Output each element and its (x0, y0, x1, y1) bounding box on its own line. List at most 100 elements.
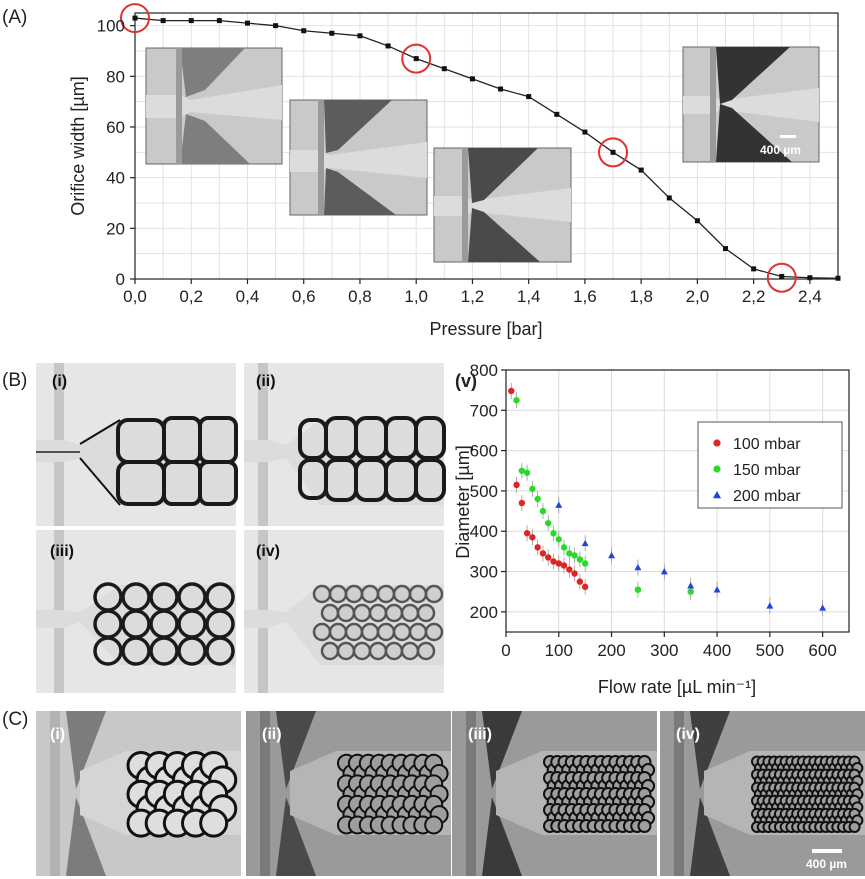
chart-b-point-0 (566, 566, 573, 573)
chart-b-y-tick-label: 400 (470, 522, 498, 541)
chart-b-point-0 (555, 560, 562, 567)
chart-b-y-tick-label: 300 (470, 563, 498, 582)
chart-b-point-1 (539, 507, 547, 515)
chart-a-point (554, 111, 560, 117)
chart-a-x-ticks: 0,0 0,2 0,4 0,6 0,8 1,0 1,2 1,4 1,6 1,8 2,0 2,2 2,4 (123, 279, 822, 306)
chart-a-x-tick-label: 0,6 (292, 287, 316, 306)
inset-image-1 (145, 47, 283, 165)
chart-b-point-1 (566, 550, 573, 557)
chart-b-point-0 (513, 481, 520, 489)
inset-image-2 (289, 99, 428, 216)
droplet-diameter-chart: 0 100 200 300 400 500 600 200 300 400 500 600 700 80… (453, 361, 850, 697)
chart-b-point-1 (550, 530, 557, 537)
chart-b-point-0 (571, 570, 578, 577)
sublabel-b-ii: (ii) (256, 373, 276, 390)
chart-a-x-tick-label: 2,2 (742, 287, 766, 306)
chart-a-y-tick-label: 0 (116, 270, 125, 289)
chart-a-point (582, 129, 588, 135)
chart-b-legend: 100 mbar 150 mbar 200 mbar (697, 421, 843, 509)
chart-a-y-tick-label: 100 (97, 17, 125, 36)
chart-a-y-ticks: 0 20 40 60 80 100 (97, 17, 135, 289)
chart-a-x-tick-label: 0,4 (236, 287, 260, 306)
chart-b-point-0 (534, 544, 541, 551)
chart-a-point (526, 94, 532, 100)
chart-b-point-0 (550, 558, 557, 565)
chart-b-point-1 (529, 485, 536, 493)
chart-a-x-tick-label: 0,0 (123, 287, 147, 306)
chart-a-x-tick-label: 1,8 (629, 287, 653, 306)
chart-b-x-tick-label: 0 (501, 641, 510, 660)
chart-b-point-1 (581, 560, 589, 567)
chart-a-y-tick-label: 40 (106, 169, 125, 188)
chart-b-point-0 (545, 554, 552, 561)
chart-a-x-tick-label: 1,6 (573, 287, 597, 306)
scale-bar-c-label: 400 µm (806, 857, 847, 871)
chart-a-point (273, 23, 279, 29)
chart-a-point (638, 167, 644, 173)
chart-b-point-2 (687, 582, 695, 589)
chart-b-points (508, 382, 827, 616)
chart-b-y-tick-label: 700 (470, 401, 498, 420)
sublabel-b-iv: (iv) (256, 543, 280, 560)
chart-b-point-0 (508, 387, 515, 395)
chart-a-point (610, 149, 616, 155)
chart-a-highlight-circle (598, 137, 629, 168)
chart-b-x-tick-label: 100 (545, 641, 573, 660)
chart-a-line (134, 17, 839, 279)
chart-b-point-1 (545, 519, 552, 527)
chart-a-point (469, 76, 475, 82)
sublabel-c-iii: (iii) (468, 726, 492, 743)
inset-image-4: 400 µm (682, 46, 820, 163)
chart-a-x-tick-label: 1,0 (404, 287, 428, 306)
chart-b-x-tick-label: 500 (756, 641, 784, 660)
chart-b-y-tick-label: 600 (470, 442, 498, 461)
chart-a-point (835, 275, 841, 281)
chart-b-x-tick-label: 200 (597, 641, 625, 660)
chart-a-frame (134, 12, 839, 280)
chart-a-point (694, 218, 700, 224)
chart-a-point (751, 266, 757, 272)
chart-a-y-title: Orifice width [µm] (68, 76, 88, 215)
chart-a-x-tick-label: 0,8 (348, 287, 372, 306)
chart-a-point (779, 273, 785, 279)
chart-a-point (188, 18, 194, 24)
scale-bar-a-label: 400 µm (760, 143, 801, 157)
droplet-image-b-ii: (ii) (244, 363, 446, 526)
chart-b-x-ticks: 0 100 200 300 400 500 600 (501, 632, 837, 660)
chart-b-point-1 (560, 544, 568, 551)
chart-b-point-0 (581, 583, 589, 591)
panel-c-images (36, 711, 865, 876)
chart-b-point-2 (634, 564, 642, 571)
chart-b-x-tick-label: 300 (650, 641, 678, 660)
chart-b-sublabel: (v) (455, 371, 477, 391)
chart-b-point-0 (518, 499, 526, 507)
chart-b-x-tick-label: 400 (703, 641, 731, 660)
chart-a-x-tick-label: 2,4 (798, 287, 822, 306)
legend-marker (713, 491, 721, 499)
chart-b-x-title: Flow rate [µL min⁻¹] (598, 677, 756, 697)
chart-a-point (160, 18, 166, 24)
chart-a-x-tick-label: 0,2 (179, 287, 203, 306)
scale-bar-c (812, 849, 842, 853)
chart-b-point-1 (576, 556, 584, 563)
chart-b-frame (505, 369, 850, 633)
chart-a-point (244, 20, 250, 26)
chart-b-y-tick-label: 200 (470, 603, 498, 622)
scale-bar-a (780, 135, 796, 138)
chart-b-point-2 (581, 539, 589, 547)
orifice-width-chart: 400 µm 0,0 0,2 0,4 0,6 0,8 1,0 1,2 1,4 1,6 1,8 2,0… (68, 3, 841, 339)
chart-a-point (413, 56, 419, 62)
chart-a-highlight-circle (120, 3, 150, 34)
sublabel-c-iv: (iv) (676, 726, 700, 743)
chart-a-y-tick-label: 20 (106, 219, 125, 238)
chart-a-point (666, 195, 672, 201)
legend-marker (713, 465, 721, 473)
chart-a-point (441, 66, 447, 72)
chart-b-point-2 (608, 551, 616, 559)
chart-a-point (807, 275, 813, 281)
chart-b-point-2 (713, 586, 721, 593)
chart-a-point (301, 28, 307, 34)
chart-b-point-0 (523, 530, 531, 537)
chart-b-point-1 (634, 586, 642, 593)
